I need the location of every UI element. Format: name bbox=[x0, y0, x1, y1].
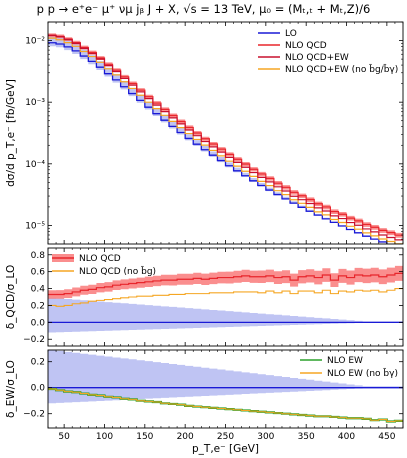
nlo-qcd-ew-no-bg-line bbox=[48, 37, 403, 244]
y-tick-label: 0.2 bbox=[31, 301, 45, 311]
y-tick-label: 10⁻² bbox=[25, 37, 45, 47]
legend-label: NLO EW bbox=[327, 356, 363, 366]
x-tick-label: 150 bbox=[136, 432, 153, 442]
y-tick-label: 0.4 bbox=[31, 285, 46, 295]
x-axis-label: p_T,e⁻ [GeV] bbox=[192, 443, 259, 455]
x-tick-label: 250 bbox=[217, 432, 234, 442]
nlo-qcd-ratio-line bbox=[48, 272, 403, 296]
y-tick-label: 0.8 bbox=[31, 251, 46, 261]
y-tick-label: −0.2 bbox=[23, 335, 45, 345]
lo-ew-ratio-band bbox=[48, 350, 403, 404]
nlo-qcd-no-bg-ratio-line bbox=[48, 288, 403, 307]
lo-line bbox=[48, 42, 396, 244]
legend-label: NLO QCD bbox=[79, 254, 121, 264]
y-tick-label: 10⁻³ bbox=[25, 98, 45, 108]
y-axis-label-ew-ratio: δ_EW/σ_LO bbox=[5, 360, 17, 418]
legend-label: NLO QCD+EW (no b̄g/b̄γ) bbox=[285, 63, 398, 75]
legend-label: NLO EW (no b̄γ) bbox=[327, 367, 398, 379]
nlo-qcd-ratio-band bbox=[48, 265, 403, 299]
legend-label: LO bbox=[285, 29, 297, 39]
y-tick-label: 0.0 bbox=[31, 318, 46, 328]
nlo-ew-no-bgamma-ratio-line bbox=[48, 388, 403, 422]
x-tick-label: 100 bbox=[96, 432, 113, 442]
y-tick-label: 10⁻⁵ bbox=[25, 221, 45, 231]
chart-title: p p → e⁺e⁻ μ⁺ νμ jᵦ J + X, √s = 13 TeV, … bbox=[36, 2, 371, 16]
y-axis-label-main: dσ/d p_T,e⁻ [fb/GeV] bbox=[5, 79, 17, 187]
legend-label: NLO QCD bbox=[285, 41, 327, 51]
legend-label: NLO QCD+EW bbox=[285, 53, 349, 63]
panel-frame-main bbox=[47, 21, 404, 245]
lo-ratio-band bbox=[48, 297, 403, 333]
x-tick-label: 200 bbox=[177, 432, 194, 442]
y-tick-label: −0.2 bbox=[23, 410, 45, 420]
x-tick-label: 50 bbox=[58, 432, 70, 442]
x-tick-label: 400 bbox=[338, 432, 355, 442]
ew-ratio-plot-area bbox=[48, 350, 403, 423]
x-tick-label: 300 bbox=[257, 432, 274, 442]
x-tick-label: 450 bbox=[378, 432, 395, 442]
y-tick-label: 10⁻⁴ bbox=[25, 160, 45, 170]
y-axis-label-qcd-ratio: δ_QCD/σ_LO bbox=[5, 265, 17, 330]
y-tick-label: 0.6 bbox=[31, 268, 46, 278]
nlo-qcd-ew-line bbox=[48, 34, 403, 241]
x-tick-label: 350 bbox=[298, 432, 315, 442]
y-tick-label: 0.0 bbox=[31, 384, 46, 394]
qcd-ratio-plot-area bbox=[48, 265, 403, 333]
y-tick-label: 0.2 bbox=[31, 358, 45, 368]
legend-label: NLO QCD (no b̄g) bbox=[79, 265, 156, 277]
main-plot-area bbox=[48, 33, 403, 244]
